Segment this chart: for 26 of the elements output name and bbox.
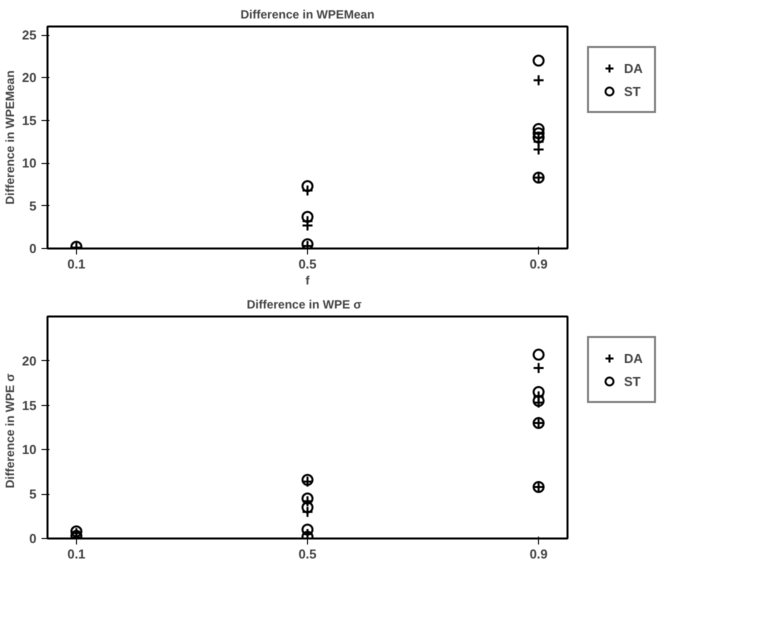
chart-title: Difference in WPEMean [240,8,375,22]
x-tick-label: 0.9 [530,546,548,562]
y-tick-label: 15 [22,112,37,128]
y-tick-label: 10 [22,442,37,458]
x-tick-label: 0.5 [298,546,317,562]
chart-title: Difference in WPE σ [246,298,362,312]
y-axis-title: Difference in WPE σ [3,373,18,488]
y-tick-label: 5 [29,486,37,502]
y-tick-label: 0 [29,531,37,546]
y-axis-title: Difference in WPEMean [3,70,18,205]
legend-label: DA [624,60,644,76]
y-tick-label: 20 [22,353,37,368]
legend-label: ST [624,374,642,388]
x-axis-title: f [306,274,310,288]
y-tick-label: 5 [29,198,37,214]
y-tick-label: 10 [22,156,37,171]
y-tick-label: 20 [22,70,37,86]
x-tick-label: 0.5 [298,256,317,272]
y-tick-label: 25 [22,28,37,43]
legend-label: ST [624,84,642,98]
y-tick-label: 0 [29,241,37,256]
x-tick-label: 0.1 [67,256,86,272]
x-tick-label: 0.9 [530,256,548,272]
legend-label: DA [624,350,644,366]
y-tick-label: 15 [22,398,37,413]
x-tick-label: 0.1 [67,546,86,562]
